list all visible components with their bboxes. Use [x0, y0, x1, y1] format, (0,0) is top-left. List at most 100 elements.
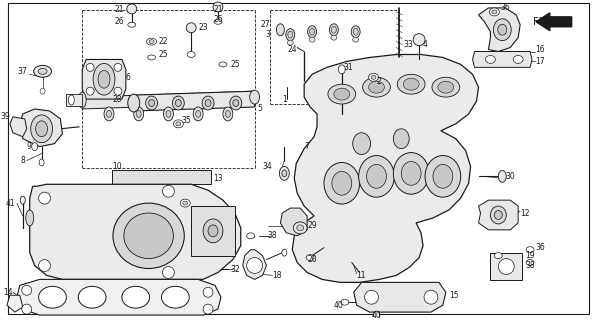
Ellipse shape: [196, 110, 200, 117]
Ellipse shape: [331, 35, 337, 40]
Ellipse shape: [202, 96, 214, 110]
Circle shape: [114, 87, 122, 95]
Circle shape: [413, 34, 425, 45]
Circle shape: [114, 63, 122, 71]
Ellipse shape: [148, 55, 155, 60]
Circle shape: [22, 285, 31, 295]
Text: 21: 21: [114, 5, 124, 14]
Text: 9: 9: [27, 142, 31, 151]
Text: 37: 37: [17, 67, 27, 76]
Text: 6: 6: [126, 73, 130, 82]
Ellipse shape: [31, 143, 37, 151]
Ellipse shape: [324, 163, 359, 204]
Circle shape: [162, 185, 174, 197]
Ellipse shape: [401, 162, 421, 185]
Circle shape: [162, 267, 174, 278]
Text: 8: 8: [20, 156, 25, 165]
Ellipse shape: [161, 286, 189, 308]
Text: 4: 4: [423, 40, 428, 49]
Ellipse shape: [288, 40, 294, 45]
Polygon shape: [20, 109, 62, 147]
Text: 17: 17: [535, 57, 544, 66]
Text: 33: 33: [403, 40, 413, 49]
Ellipse shape: [146, 96, 158, 110]
Ellipse shape: [425, 156, 461, 197]
Ellipse shape: [393, 153, 429, 194]
Text: 24: 24: [288, 45, 297, 54]
Text: 12: 12: [520, 209, 530, 218]
Text: 22: 22: [158, 37, 168, 46]
Text: 36: 36: [500, 4, 510, 12]
Polygon shape: [66, 94, 82, 106]
Ellipse shape: [308, 26, 317, 38]
Circle shape: [498, 259, 514, 275]
Text: 25: 25: [231, 60, 241, 69]
Polygon shape: [479, 200, 518, 230]
Text: 10: 10: [112, 162, 122, 171]
Text: FR.: FR.: [533, 17, 548, 27]
Ellipse shape: [279, 166, 289, 180]
Ellipse shape: [98, 70, 110, 88]
Text: 15: 15: [449, 291, 458, 300]
Ellipse shape: [164, 107, 173, 121]
Ellipse shape: [526, 247, 534, 253]
Text: 19: 19: [525, 251, 535, 260]
Ellipse shape: [306, 255, 314, 260]
Text: 38: 38: [267, 231, 277, 240]
Ellipse shape: [334, 88, 350, 100]
Ellipse shape: [276, 24, 284, 36]
Ellipse shape: [288, 31, 293, 38]
Ellipse shape: [369, 73, 378, 81]
Ellipse shape: [339, 65, 345, 74]
Ellipse shape: [362, 77, 390, 97]
Polygon shape: [280, 208, 307, 236]
Ellipse shape: [490, 206, 506, 224]
Ellipse shape: [438, 81, 454, 93]
Bar: [112, 171, 211, 184]
Ellipse shape: [397, 74, 425, 94]
Ellipse shape: [36, 121, 47, 137]
Ellipse shape: [331, 26, 336, 33]
Circle shape: [247, 258, 263, 274]
Ellipse shape: [176, 100, 181, 107]
Ellipse shape: [219, 62, 227, 67]
Ellipse shape: [25, 210, 34, 226]
Ellipse shape: [486, 55, 495, 63]
Ellipse shape: [493, 19, 511, 41]
Ellipse shape: [128, 22, 136, 27]
Ellipse shape: [353, 37, 359, 42]
Ellipse shape: [282, 249, 287, 256]
Ellipse shape: [393, 129, 409, 148]
Text: 18: 18: [272, 271, 282, 280]
Ellipse shape: [498, 24, 507, 35]
Ellipse shape: [40, 88, 45, 94]
Text: 29: 29: [307, 221, 317, 230]
Ellipse shape: [38, 68, 47, 74]
Ellipse shape: [433, 164, 453, 188]
Polygon shape: [134, 91, 254, 111]
Ellipse shape: [129, 5, 135, 13]
Bar: [191, 206, 235, 256]
Polygon shape: [82, 60, 126, 99]
Text: 11: 11: [356, 271, 366, 280]
Ellipse shape: [187, 52, 195, 58]
Text: 39: 39: [0, 112, 10, 121]
Ellipse shape: [78, 92, 86, 108]
Text: 28: 28: [112, 95, 122, 104]
Ellipse shape: [330, 24, 339, 36]
Text: 40: 40: [334, 301, 344, 310]
Polygon shape: [17, 279, 221, 315]
Ellipse shape: [93, 63, 115, 95]
Text: 2: 2: [377, 77, 381, 86]
Ellipse shape: [39, 159, 44, 166]
Ellipse shape: [247, 233, 254, 239]
Ellipse shape: [193, 107, 203, 121]
Ellipse shape: [208, 225, 218, 237]
Circle shape: [127, 4, 137, 14]
Ellipse shape: [107, 110, 111, 117]
Text: 32: 32: [231, 265, 241, 274]
Text: 40: 40: [372, 310, 381, 320]
Ellipse shape: [351, 26, 360, 38]
Ellipse shape: [203, 219, 223, 243]
Circle shape: [213, 2, 223, 12]
